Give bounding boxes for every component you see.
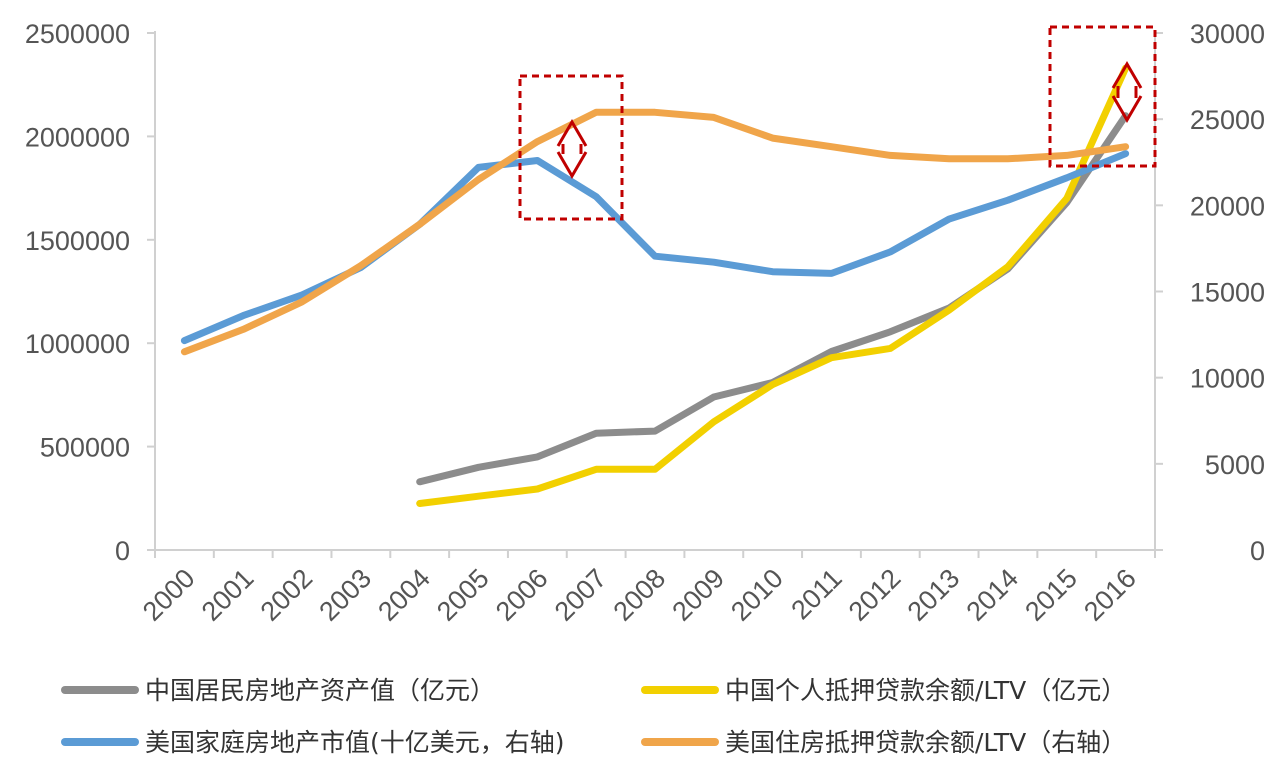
x-tick-label: 2000 <box>137 563 201 627</box>
x-tick-label: 2001 <box>196 563 260 627</box>
arrow-head-down <box>556 151 588 179</box>
highlight-box-2016 <box>1048 25 1157 168</box>
arrow-head-down <box>1111 95 1143 123</box>
x-tick-label: 2015 <box>1019 563 1083 627</box>
left-tick-label: 0 <box>115 536 130 566</box>
series-line-1 <box>416 112 1130 486</box>
series-line-2 <box>416 64 1130 507</box>
arrow-head-up <box>1111 61 1143 89</box>
right-tick-label: 20000 <box>1190 191 1265 221</box>
right-tick-label: 10000 <box>1190 364 1265 394</box>
x-tick-label: 2016 <box>1078 563 1142 627</box>
x-tick-label: 2004 <box>372 563 436 627</box>
left-tick-label: 2500000 <box>25 19 130 49</box>
left-tick-label: 1000000 <box>25 329 130 359</box>
x-tick-label: 2011 <box>785 563 847 625</box>
x-tick-label: 2008 <box>608 563 672 627</box>
left-tick-label: 1500000 <box>25 226 130 256</box>
x-tick-label: 2006 <box>490 563 554 627</box>
legend-label-4: 美国住房抵押贷款余额/LTV（右轴） <box>725 728 1126 757</box>
annotations <box>518 25 1157 221</box>
x-tick-label: 2012 <box>843 563 907 627</box>
legend-label-3: 美国家庭房地产市值(十亿美元，右轴) <box>145 728 565 757</box>
x-tick-label: 2009 <box>666 563 730 627</box>
series-line-3 <box>180 150 1130 345</box>
right-tick-label: 25000 <box>1190 105 1265 135</box>
x-tick-label: 2003 <box>313 563 377 627</box>
x-tick-label: 2002 <box>255 563 319 627</box>
highlight-box-2006-2007 <box>518 74 624 221</box>
x-tick-label: 2014 <box>960 563 1024 627</box>
legend-label-1: 中国居民房地产资产值（亿元） <box>145 676 495 705</box>
legend: 中国居民房地产资产值（亿元） 中国个人抵押贷款余额/LTV（亿元） 美国家庭房地产市… <box>61 676 1126 757</box>
x-tick-label: 2005 <box>431 563 495 627</box>
arrow-head-up <box>556 119 588 147</box>
left-tick-label: 500000 <box>40 433 130 463</box>
series-lines <box>180 64 1130 507</box>
double-arrow-2016 <box>1111 61 1143 123</box>
series-line-4 <box>180 108 1130 356</box>
x-tick-label: 2007 <box>549 563 613 627</box>
x-tick-label: 2010 <box>725 563 789 627</box>
legend-label-2: 中国个人抵押贷款余额/LTV（亿元） <box>725 676 1126 705</box>
right-tick-label: 30000 <box>1190 19 1265 49</box>
x-tick-label: 2013 <box>902 563 966 627</box>
right-tick-label: 0 <box>1250 536 1265 566</box>
right-tick-label: 15000 <box>1190 278 1265 308</box>
double-arrow-2006-2007 <box>556 119 588 179</box>
right-tick-label: 5000 <box>1205 450 1265 480</box>
left-tick-label: 2000000 <box>25 122 130 152</box>
